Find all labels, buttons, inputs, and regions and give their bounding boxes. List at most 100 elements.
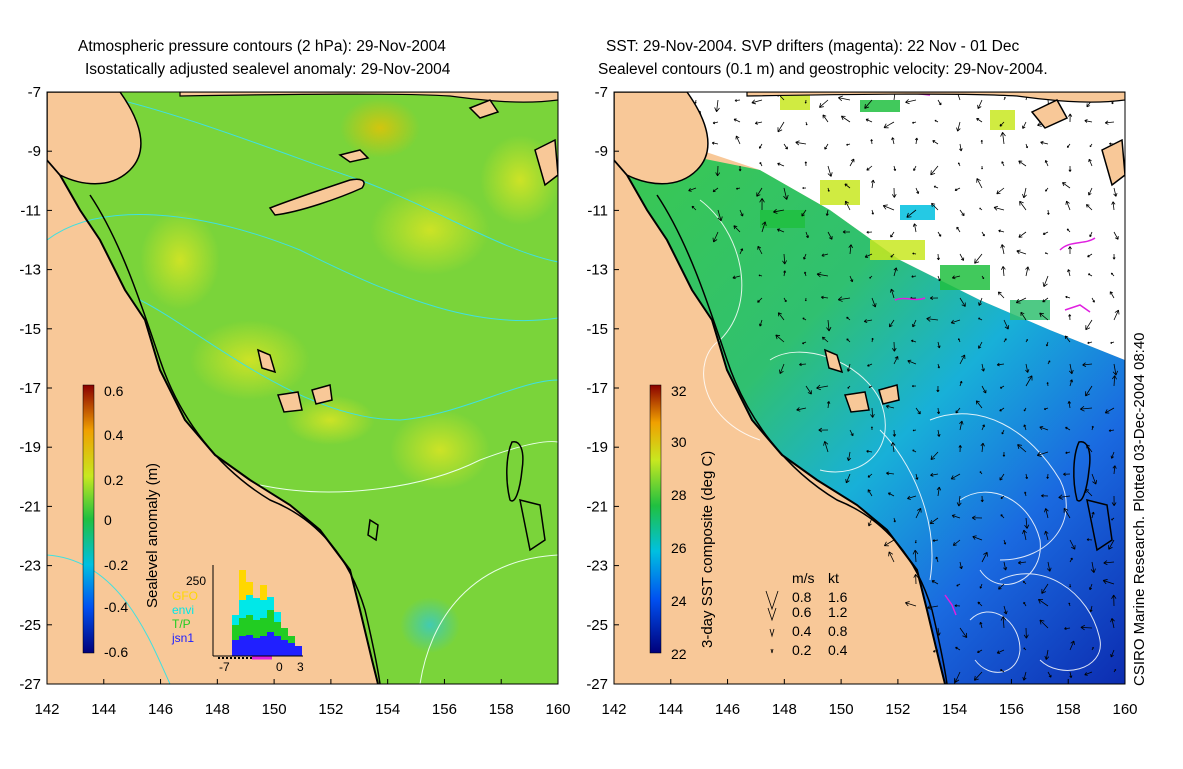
right-title-line2: Sealevel contours (0.1 m) and geostrophi… — [598, 61, 1048, 78]
velocity-arrow — [959, 209, 965, 217]
velocity-arrow — [739, 209, 744, 217]
velocity-arrow — [933, 185, 939, 189]
velocity-arrow — [1087, 253, 1093, 258]
velocity-arrow — [959, 561, 963, 570]
y-tick-label: -23 — [19, 558, 41, 575]
velocity-arrow — [694, 99, 697, 104]
velocity-arrow — [1024, 517, 1030, 529]
velocity-arrow — [840, 115, 851, 123]
velocity-arrow — [1112, 253, 1116, 260]
right-colorbar-ticks: 32 30 28 26 24 22 — [671, 383, 687, 662]
velocity-arrow — [954, 187, 961, 192]
y-tick-label: -21 — [586, 498, 608, 515]
velocity-arrow — [893, 517, 896, 523]
velocity-arrow — [957, 162, 961, 167]
velocity-arrow — [936, 385, 940, 393]
velocity-arrow — [866, 230, 873, 234]
left-cbar-tick: -0.4 — [104, 599, 128, 615]
velocity-arrow — [1089, 231, 1093, 238]
velocity-arrow — [775, 334, 785, 343]
velocity-arrow — [712, 231, 719, 243]
velocity-arrow — [981, 385, 987, 394]
velocity-arrow — [864, 253, 873, 258]
velocity-arrow — [1089, 143, 1093, 148]
velocity-arrow — [1044, 252, 1049, 255]
velocity-arrow — [980, 495, 984, 503]
x-tick-label: 156 — [432, 701, 457, 718]
velocity-arrow — [777, 121, 785, 133]
velocity-arrow — [1017, 444, 1027, 453]
velocity-arrow — [955, 646, 961, 651]
axis-labels: 142 144 146 148 150 152 154 156 158 160 -7 -9 -11 -13… — [19, 84, 1137, 718]
left-cbar-tick: 0 — [104, 512, 112, 528]
velocity-arrow — [805, 385, 812, 395]
velocity-arrow — [1016, 249, 1027, 255]
velocity-arrow — [1000, 514, 1005, 519]
velocity-arrow — [915, 187, 920, 194]
velocity-arrow — [915, 407, 921, 415]
velocity-arrow — [1045, 187, 1049, 192]
velocity-arrow — [956, 226, 961, 233]
velocity-arrow — [914, 137, 919, 145]
velocity-arrow — [1069, 583, 1072, 588]
velocity-arrow — [1058, 494, 1071, 500]
velocity-arrow — [759, 198, 765, 211]
velocity-arrow — [1002, 451, 1006, 457]
velocity-arrow — [849, 158, 855, 167]
velocity-arrow — [825, 209, 829, 216]
sealevel-contours — [699, 199, 1101, 673]
right-cbar-tick: 30 — [671, 434, 687, 450]
velocity-arrow — [959, 253, 965, 261]
velocity-arrow — [937, 363, 940, 369]
y-tick-label: -15 — [586, 321, 608, 338]
velocity-arrow — [1068, 314, 1072, 321]
velocity-arrow — [1045, 341, 1049, 347]
velocity-arrow — [911, 384, 917, 388]
velocity-arrow — [759, 161, 763, 167]
y-tick-label: -15 — [19, 321, 41, 338]
velocity-arrow — [1085, 204, 1093, 211]
velocity-arrow — [993, 205, 1005, 211]
velocity-arrow — [1019, 200, 1027, 211]
velocity-arrow — [691, 205, 697, 211]
y-tick-label: -25 — [586, 617, 608, 634]
velocity-arrow — [1091, 473, 1098, 485]
velocity-arrow — [866, 449, 873, 453]
velocity-arrow — [1046, 382, 1049, 387]
velocity-arrow — [822, 114, 829, 123]
velocity-arrow — [821, 336, 829, 343]
histogram-legend-jsn1: jsn1 — [171, 631, 194, 645]
velocity-arrow — [1110, 341, 1115, 344]
velocity-arrow — [758, 274, 763, 277]
velocity-arrow — [1023, 424, 1027, 431]
velocity-arrow — [930, 165, 939, 176]
velocity-arrow — [803, 271, 807, 277]
velocity-arrow — [871, 209, 875, 215]
left-title-line1: Atmospheric pressure contours (2 hPa): 2… — [78, 38, 446, 55]
velocity-arrow — [1023, 647, 1027, 651]
velocity-arrow — [869, 275, 873, 279]
velocity-arrow — [890, 442, 896, 453]
velocity-arrow — [1003, 338, 1007, 343]
histogram-bars — [232, 570, 302, 656]
velocity-legend-arrow — [765, 590, 779, 611]
velocity-arrow — [1039, 425, 1049, 431]
velocity-arrow — [801, 209, 807, 217]
velocity-arrow — [805, 231, 809, 239]
velocity-arrow — [1104, 407, 1115, 414]
velocity-arrow — [1042, 231, 1049, 235]
velocity-arrow — [998, 229, 1005, 233]
velocity-arrow — [1084, 671, 1093, 676]
velocity-arrow — [1001, 266, 1006, 277]
velocity-arrow — [821, 295, 829, 300]
velocity-arrow — [977, 649, 983, 653]
velocity-arrow — [999, 407, 1005, 412]
velocity-arrow — [1046, 473, 1049, 479]
right-cloud-mask — [650, 92, 1125, 360]
velocity-arrow — [1025, 375, 1033, 387]
velocity-arrow — [757, 245, 763, 255]
velocity-arrow — [1000, 131, 1006, 145]
velocity-arrow — [870, 139, 873, 145]
velocity-arrow — [846, 451, 852, 462]
velocity-arrow — [871, 297, 877, 308]
